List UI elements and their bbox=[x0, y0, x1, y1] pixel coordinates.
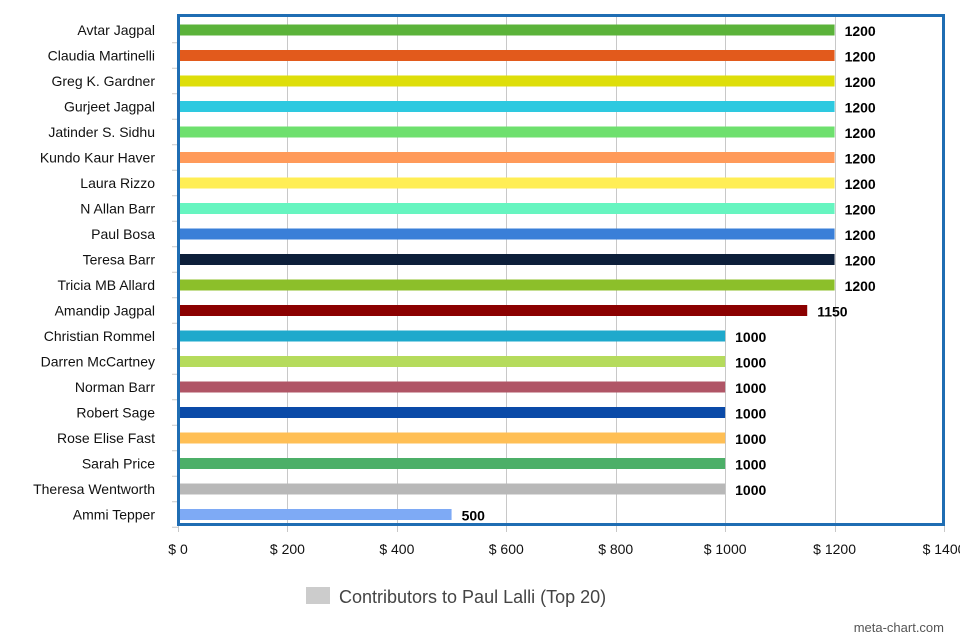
bar[interactable] bbox=[180, 458, 726, 469]
bar[interactable] bbox=[180, 177, 835, 189]
value-label: 1200 bbox=[845, 100, 876, 116]
value-label: 1000 bbox=[735, 380, 766, 396]
legend-swatch bbox=[306, 587, 330, 604]
x-tick-label: $ 600 bbox=[489, 541, 524, 557]
bar[interactable] bbox=[180, 75, 835, 87]
bar[interactable] bbox=[180, 279, 835, 291]
bar[interactable] bbox=[180, 483, 726, 495]
grid-lines bbox=[172, 15, 945, 532]
bar[interactable] bbox=[180, 101, 835, 112]
bar[interactable] bbox=[180, 152, 835, 163]
value-label: 1000 bbox=[735, 457, 766, 473]
category-label: Claudia Martinelli bbox=[48, 48, 155, 64]
bar[interactable] bbox=[180, 407, 726, 418]
x-tick-label: $ 1400 bbox=[923, 541, 960, 557]
category-label: Amandip Jagpal bbox=[55, 303, 155, 319]
value-label: 1200 bbox=[845, 176, 876, 192]
category-label: Norman Barr bbox=[75, 379, 155, 395]
category-label: Darren McCartney bbox=[41, 354, 155, 370]
category-label: Ammi Tepper bbox=[73, 507, 156, 523]
bar[interactable] bbox=[180, 330, 726, 342]
value-label: 1150 bbox=[817, 304, 848, 320]
value-label: 500 bbox=[462, 508, 486, 524]
bar[interactable] bbox=[180, 381, 726, 393]
x-tick-label: $ 200 bbox=[270, 541, 305, 557]
category-labels: Avtar Jagpal Claudia Martinelli Greg K. Ga… bbox=[33, 22, 155, 523]
value-label: 1200 bbox=[845, 151, 876, 167]
bar[interactable] bbox=[180, 50, 835, 61]
category-label: Rose Elise Fast bbox=[57, 430, 155, 446]
value-label: 1000 bbox=[735, 406, 766, 422]
category-label: N Allan Barr bbox=[80, 201, 155, 217]
value-label: 1200 bbox=[845, 278, 876, 294]
category-label: Avtar Jagpal bbox=[77, 22, 155, 38]
value-label: 1000 bbox=[735, 482, 766, 498]
x-tick-label: $ 400 bbox=[379, 541, 414, 557]
category-label: Robert Sage bbox=[76, 405, 155, 421]
value-label: 1000 bbox=[735, 355, 766, 371]
category-label: Paul Bosa bbox=[91, 226, 155, 242]
x-tick-label: $ 0 bbox=[168, 541, 188, 557]
plot-frame bbox=[177, 14, 945, 526]
value-label: 1000 bbox=[735, 329, 766, 345]
x-tick-label: $ 1200 bbox=[813, 541, 856, 557]
credit-text: meta-chart.com bbox=[854, 620, 944, 635]
category-label: Greg K. Gardner bbox=[52, 73, 156, 89]
bar[interactable] bbox=[180, 305, 808, 316]
category-label: Jatinder S. Sidhu bbox=[48, 124, 155, 140]
bar[interactable] bbox=[180, 509, 452, 520]
value-label: 1200 bbox=[845, 227, 876, 243]
bar[interactable] bbox=[180, 203, 835, 214]
value-label: 1000 bbox=[735, 431, 766, 447]
bar[interactable] bbox=[180, 254, 835, 265]
bar[interactable] bbox=[180, 432, 726, 444]
x-tick-label: $ 1000 bbox=[704, 541, 747, 557]
value-label: 1200 bbox=[845, 23, 876, 39]
bar[interactable] bbox=[180, 126, 835, 138]
bar[interactable] bbox=[180, 24, 835, 36]
legend[interactable]: Contributors to Paul Lalli (Top 20) bbox=[306, 587, 606, 607]
legend-label: Contributors to Paul Lalli (Top 20) bbox=[339, 587, 606, 607]
category-label: Teresa Barr bbox=[83, 252, 156, 268]
category-label: Sarah Price bbox=[82, 456, 155, 472]
category-label: Tricia MB Allard bbox=[57, 277, 155, 293]
bar[interactable] bbox=[180, 356, 726, 367]
bar[interactable] bbox=[180, 228, 835, 240]
x-axis-ticks: $ 0 $ 200 $ 400 $ 600 $ 800 $ 1000 $ 1200 $ 140… bbox=[168, 541, 960, 557]
category-label: Laura Rizzo bbox=[80, 175, 155, 191]
bars bbox=[180, 24, 835, 520]
value-label: 1200 bbox=[845, 74, 876, 90]
value-label: 1200 bbox=[845, 202, 876, 218]
category-label: Gurjeet Jagpal bbox=[64, 99, 155, 115]
category-label: Theresa Wentworth bbox=[33, 481, 155, 497]
value-label: 1200 bbox=[845, 49, 876, 65]
value-labels: 1200 1200 1200 1200 1200 1200 1200 1200 1200 1200… bbox=[462, 23, 876, 524]
value-label: 1200 bbox=[845, 125, 876, 141]
category-label: Christian Rommel bbox=[44, 328, 155, 344]
x-tick-label: $ 800 bbox=[598, 541, 633, 557]
category-label: Kundo Kaur Haver bbox=[40, 150, 156, 166]
value-label: 1200 bbox=[845, 253, 876, 269]
